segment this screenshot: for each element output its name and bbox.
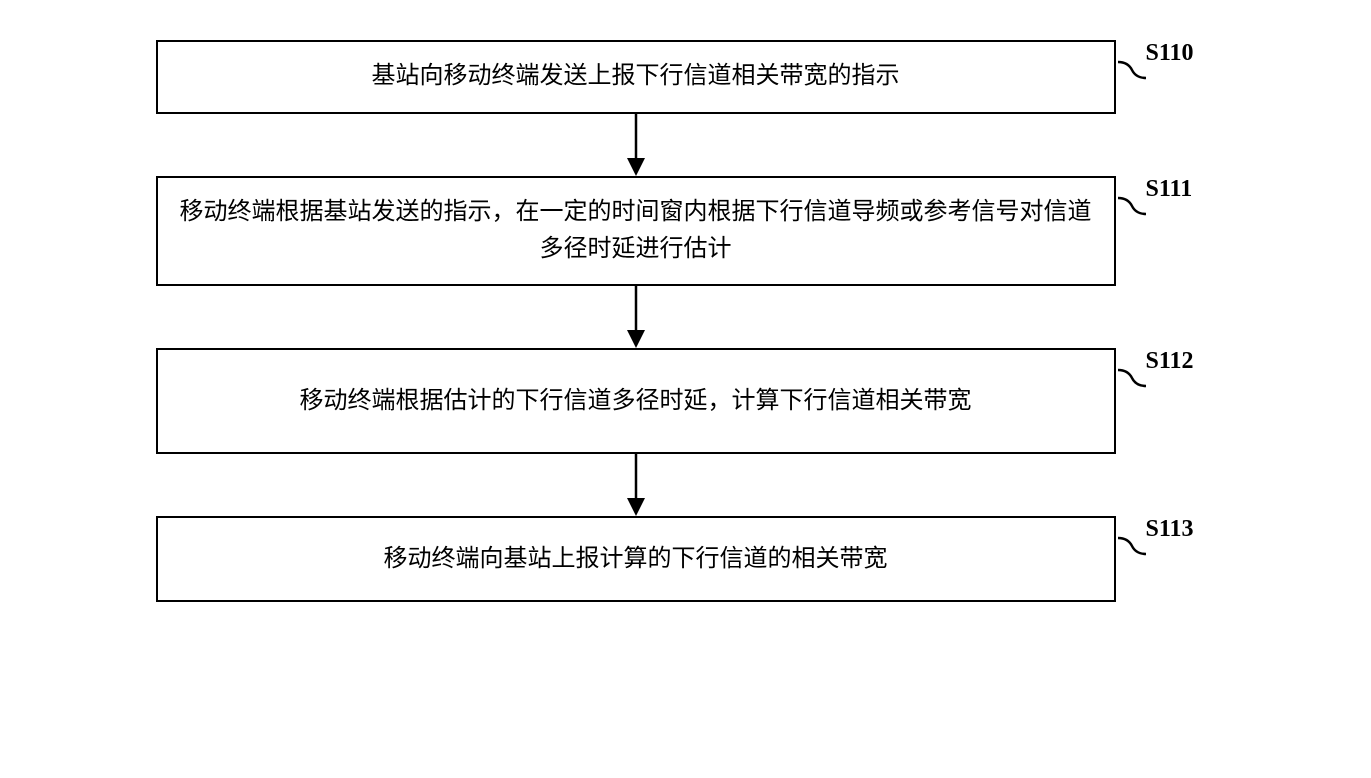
label-connector-3 xyxy=(1118,532,1146,556)
arrow-1-2 xyxy=(156,286,1116,348)
arrow-icon-0 xyxy=(621,114,651,176)
step-text-3: 移动终端向基站上报计算的下行信道的相关带宽 xyxy=(384,541,888,578)
step-box-1: 移动终端根据基站发送的指示，在一定的时间窗内根据下行信道导频或参考信号对信道多径… xyxy=(156,176,1116,286)
step-label-1: S111 xyxy=(1146,176,1193,203)
step-label-text-1: S111 xyxy=(1146,176,1193,202)
label-connector-1 xyxy=(1118,192,1146,216)
step-label-text-3: S113 xyxy=(1146,516,1194,542)
step-row-1: 移动终端根据基站发送的指示，在一定的时间窗内根据下行信道导频或参考信号对信道多径… xyxy=(156,176,1216,286)
arrow-icon-1 xyxy=(621,286,651,348)
step-label-0: S110 xyxy=(1146,40,1194,67)
step-row-2: 移动终端根据估计的下行信道多径时延，计算下行信道相关带宽 S112 xyxy=(156,348,1216,454)
label-connector-2 xyxy=(1118,364,1146,388)
step-text-1: 移动终端根据基站发送的指示，在一定的时间窗内根据下行信道导频或参考信号对信道多径… xyxy=(178,194,1094,268)
step-label-text-0: S110 xyxy=(1146,40,1194,66)
arrow-0-1 xyxy=(156,114,1116,176)
step-row-0: 基站向移动终端发送上报下行信道相关带宽的指示 S110 xyxy=(156,40,1216,114)
label-connector-0 xyxy=(1118,56,1146,80)
step-label-2: S112 xyxy=(1146,348,1194,375)
step-row-3: 移动终端向基站上报计算的下行信道的相关带宽 S113 xyxy=(156,516,1216,602)
arrow-2-3 xyxy=(156,454,1116,516)
step-text-0: 基站向移动终端发送上报下行信道相关带宽的指示 xyxy=(372,58,900,95)
step-text-2: 移动终端根据估计的下行信道多径时延，计算下行信道相关带宽 xyxy=(300,383,972,420)
flowchart-container: 基站向移动终端发送上报下行信道相关带宽的指示 S110 移动终端根据基站发送的指… xyxy=(156,40,1216,602)
arrow-icon-2 xyxy=(621,454,651,516)
step-label-text-2: S112 xyxy=(1146,348,1194,374)
step-label-3: S113 xyxy=(1146,516,1194,543)
step-box-3: 移动终端向基站上报计算的下行信道的相关带宽 xyxy=(156,516,1116,602)
step-box-0: 基站向移动终端发送上报下行信道相关带宽的指示 xyxy=(156,40,1116,114)
step-box-2: 移动终端根据估计的下行信道多径时延，计算下行信道相关带宽 xyxy=(156,348,1116,454)
